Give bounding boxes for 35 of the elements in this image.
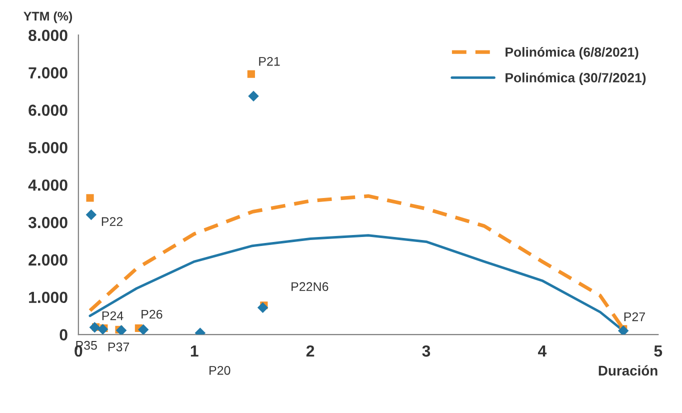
y-tick-label: 4.000: [28, 179, 68, 191]
y-tick-label: 2.000: [28, 254, 68, 266]
annotation: P22: [102, 217, 123, 226]
x-tick-label: 3: [422, 345, 430, 357]
y-tick-label: 6.000: [28, 104, 68, 116]
annotation: P26: [142, 310, 162, 319]
y-tick-label: 8.000: [28, 30, 68, 42]
point: [86, 194, 94, 202]
point: [248, 90, 259, 102]
y-tick-label: 5.000: [28, 142, 68, 154]
point: [97, 324, 108, 335]
legend-label: Polinómica (30/7/2021): [506, 72, 646, 86]
y-tick-label: 7.000: [28, 67, 68, 78]
point: [247, 70, 255, 78]
annotation: P27: [624, 312, 645, 322]
y-tick-label: 0: [60, 329, 68, 340]
annotation: P22N6: [292, 282, 328, 292]
annotation: P20: [210, 366, 230, 375]
annotation: P37: [108, 342, 130, 352]
y-tick-label: 1.000: [29, 292, 68, 304]
legend-label: Polinómica (6/8/2021): [506, 46, 638, 60]
y-axis-title: YTM (%): [24, 11, 72, 24]
x-tick-label: 4: [538, 346, 547, 357]
annotation: P21: [259, 56, 280, 66]
point: [89, 322, 100, 333]
y-tick-label: 3.000: [28, 216, 68, 228]
point: [86, 209, 97, 220]
annotation: P24: [102, 311, 124, 320]
x-tick-label: 1: [190, 346, 198, 357]
point: [257, 302, 268, 313]
point: [138, 324, 149, 335]
point: [116, 325, 127, 335]
x-tick-label: 5: [654, 346, 662, 357]
x-axis-title: Duración: [598, 365, 658, 376]
x-tick-label: 2: [306, 345, 314, 357]
